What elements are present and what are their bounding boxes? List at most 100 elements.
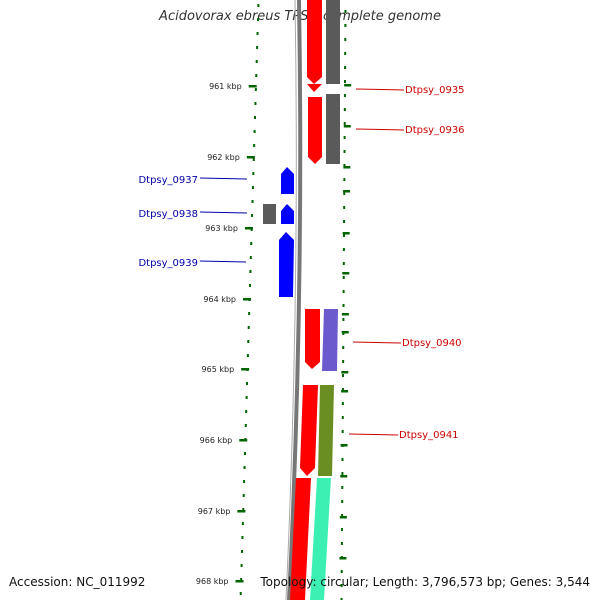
ruler-dot-left	[254, 88, 257, 91]
ruler-dot-left	[240, 564, 243, 567]
ruler-tick	[248, 85, 257, 88]
ruler-tick-right	[341, 331, 349, 334]
cds-forward-arrow	[308, 97, 322, 164]
ruler-dot-right	[341, 416, 344, 419]
ruler-tick-right	[341, 313, 349, 316]
ruler-dot-right	[341, 528, 344, 531]
ruler-dot-left	[243, 452, 246, 455]
ruler-dot-right	[343, 192, 346, 195]
ruler-dot-left	[256, 46, 259, 49]
ruler-dot-right	[342, 374, 345, 377]
cds-reverse-arrow	[281, 204, 294, 224]
ruler-dot-right	[340, 570, 343, 573]
ruler-dot-right	[344, 66, 347, 69]
ruler-dot-right	[342, 318, 345, 321]
ruler-dot-left	[252, 172, 255, 175]
ruler-dot-right	[342, 262, 345, 265]
gene-labels: Dtpsy_0935 Dtpsy_0936 Dtpsy_0937 Dtpsy_0938…	[138, 85, 464, 441]
ruler-dot-right	[342, 346, 345, 349]
ruler-dot-left	[243, 480, 246, 483]
ruler-tick-label: 966 kbp	[200, 436, 233, 445]
ruler-dot-left	[245, 410, 248, 413]
ruler-dot-right	[343, 178, 346, 181]
ruler-tick-right	[342, 272, 350, 275]
ruler-dot-left	[246, 354, 249, 357]
ruler-tick-label: 964 kbp	[203, 295, 236, 304]
ruler-tick	[246, 156, 255, 159]
gene-leader-line	[199, 211, 248, 214]
ruler-dot-left	[244, 424, 247, 427]
ruler-dot-left	[245, 396, 248, 399]
ruler-tick-label: 962 kbp	[207, 153, 240, 162]
ruler-dot-left	[255, 74, 258, 77]
ruler-dot-left	[251, 214, 254, 217]
ruler-dot-right	[343, 164, 346, 167]
category-block	[322, 309, 338, 371]
ruler-dot-left	[241, 522, 244, 525]
ruler-dot-left	[253, 130, 256, 133]
ruler-tick-right	[343, 125, 351, 128]
ruler-dot-right	[341, 472, 344, 475]
ruler-dot-left	[248, 312, 251, 315]
ruler-tick-right	[341, 390, 349, 393]
ruler-dot-left	[249, 270, 252, 273]
ruler-dot-right	[342, 304, 345, 307]
gene-label: Dtpsy_0935	[405, 85, 465, 96]
gene-label: Dtpsy_0936	[405, 125, 465, 136]
ruler-dot-left	[249, 256, 252, 259]
gc-block	[326, 0, 340, 84]
gene-leader-line	[199, 177, 248, 180]
ruler-dot-right	[342, 290, 345, 293]
ruler-dot-right	[341, 514, 344, 517]
ruler-dot-left	[250, 242, 253, 245]
ruler-dot-left	[242, 508, 245, 511]
ruler-dot-right	[343, 136, 346, 139]
ruler-tick	[243, 298, 252, 301]
cds-forward-arrow	[290, 478, 311, 600]
ruler-tick-right	[343, 166, 351, 169]
ruler-dot-right	[342, 234, 345, 237]
ruler-dot-right	[342, 276, 345, 279]
gene-leader-line	[348, 433, 399, 436]
ruler-dot-left	[241, 550, 243, 553]
gene-leader-line	[355, 88, 405, 91]
ruler-tick-label: 961 kbp	[209, 82, 242, 91]
ruler-dot-right	[340, 598, 343, 600]
backbone-shadow	[285, 0, 297, 600]
ruler-tick-label: 965 kbp	[202, 365, 235, 374]
gene-label: Dtpsy_0941	[399, 430, 459, 441]
ruler-dot-left	[251, 200, 254, 203]
ruler-dot-right	[344, 52, 347, 55]
ruler-tick-right	[343, 190, 351, 193]
category-block	[318, 385, 334, 476]
ruler-ticks: 961 kbp 962 kbp 963 kbp 964 kbp 965 kbp 966 k…	[196, 82, 352, 586]
ruler-dot-right	[343, 150, 346, 153]
ruler-dot-right	[341, 402, 344, 405]
ruler-dot-right	[343, 220, 346, 223]
ruler-tick-right	[341, 371, 349, 374]
gc-block	[326, 94, 340, 164]
ruler-tick-label: 963 kbp	[205, 224, 238, 233]
cds-reverse-arrow	[279, 232, 294, 297]
ruler-dot-right	[342, 248, 345, 251]
ruler-dot-left	[252, 158, 255, 161]
ruler-dot-left	[256, 32, 259, 35]
ruler-dot-left	[241, 536, 244, 539]
genome-features	[263, 0, 340, 600]
ruler-tick	[244, 227, 253, 230]
ruler-tick-right	[340, 444, 348, 447]
backbone-line	[287, 0, 303, 600]
ruler-tick-right	[340, 475, 348, 478]
gene-leader-line	[199, 260, 247, 263]
ruler-dot-left	[257, 4, 260, 7]
ruler-dot-right	[344, 24, 347, 27]
accession-text: Accession: NC_011992	[9, 575, 146, 589]
ruler-dot-left	[240, 578, 243, 581]
category-block	[310, 478, 331, 600]
ruler-tick-label: 967 kbp	[198, 507, 231, 516]
ruler-dot-right	[341, 500, 344, 503]
ruler-tick	[235, 580, 244, 583]
ruler-dot-right	[343, 122, 346, 125]
cds-forward-arrow	[305, 309, 320, 369]
ruler-dot-right	[340, 542, 343, 545]
